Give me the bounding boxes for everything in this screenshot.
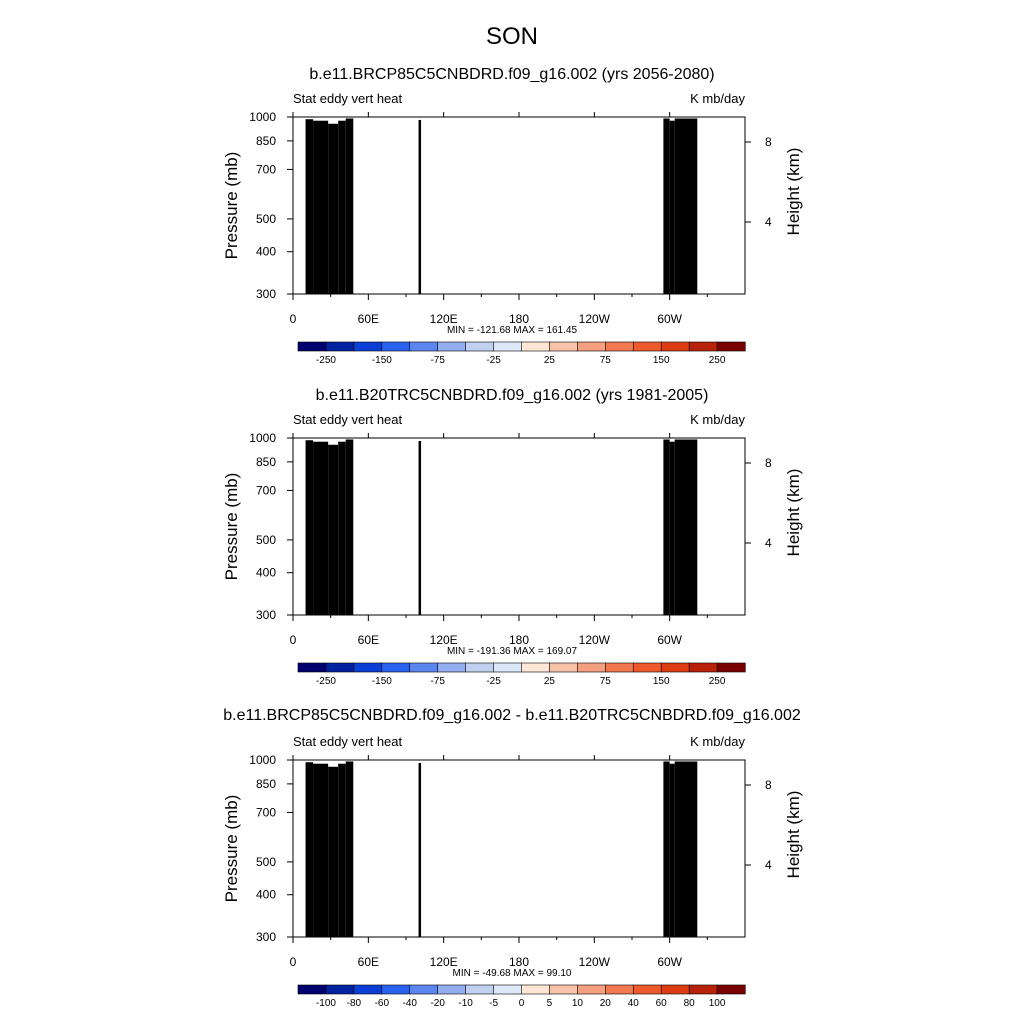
topography-block (675, 118, 698, 294)
colorbar-swatch (577, 342, 605, 351)
y-tick-label: 400 (256, 245, 276, 259)
colorbar-swatch (661, 342, 689, 351)
topography-block (419, 120, 422, 294)
chart-panel-1: b.e11.BRCP85C5CNBDRD.f09_g16.002 (yrs 20… (222, 66, 803, 366)
colorbar-label: -150 (372, 355, 392, 366)
y-right-tick-label: 8 (765, 135, 772, 149)
topography-block (346, 118, 354, 294)
y-axis-label: Pressure (mb) (222, 152, 241, 260)
right-label: K mb/day (690, 91, 745, 106)
x-tick-label: 120W (579, 312, 611, 326)
colorbar-swatch (466, 342, 494, 351)
topography-block (306, 119, 314, 294)
y-axis-right-label: Height (km) (784, 148, 803, 236)
colorbar-swatch (410, 342, 438, 351)
page-title: SON (486, 23, 538, 50)
colorbar-swatch (382, 342, 410, 351)
x-tick-label: 120E (430, 312, 458, 326)
right-label: K mb/day (690, 412, 745, 427)
left-label: Stat eddy vert heat (293, 91, 403, 106)
colorbar-swatch (494, 342, 522, 351)
colorbar-swatch (605, 342, 633, 351)
chart-panel-2: b.e11.B20TRC5CNBDRD.f09_g16.002 (yrs 198… (222, 387, 803, 687)
colorbar-label: 25 (544, 355, 556, 366)
colorbar-swatch (326, 342, 354, 351)
x-tick-label: 60W (657, 312, 682, 326)
topography-block (663, 118, 669, 294)
y-tick-label: 700 (256, 162, 276, 176)
topography-block (328, 124, 338, 294)
colorbar-swatch (633, 342, 661, 351)
colorbar-swatch (549, 342, 577, 351)
panel-title: b.e11.B20TRC5CNBDRD.f09_g16.002 (yrs 198… (316, 387, 709, 404)
colorbar-label: 250 (709, 355, 726, 366)
y-tick-label: 850 (256, 134, 276, 148)
colorbar-swatch (298, 342, 326, 351)
y-tick-label: 1000 (249, 110, 276, 124)
colorbar-swatch (522, 342, 550, 351)
y-tick-label: 300 (256, 287, 276, 301)
stats-text: MIN = -121.68 MAX = 161.45 (447, 325, 578, 336)
topography-block (670, 121, 675, 294)
colorbar-label: -250 (316, 355, 336, 366)
colorbar-swatch (689, 342, 717, 351)
colorbar-swatch (354, 342, 382, 351)
colorbar-label: 150 (653, 355, 670, 366)
x-tick-label: 180 (509, 312, 529, 326)
colorbar-swatch (717, 342, 745, 351)
topography-block (338, 121, 346, 294)
x-tick-label: 0 (290, 312, 297, 326)
left-label: Stat eddy vert heat (293, 412, 403, 427)
colorbar-label: -25 (486, 355, 501, 366)
y-right-tick-label: 4 (765, 215, 772, 229)
topography-block (313, 121, 328, 294)
colorbar-label: 75 (600, 355, 612, 366)
colorbar-label: -75 (430, 355, 445, 366)
y-tick-label: 500 (256, 212, 276, 226)
x-tick-label: 60E (358, 312, 379, 326)
panel-title: b.e11.BRCP85C5CNBDRD.f09_g16.002 (yrs 20… (309, 66, 714, 83)
colorbar-swatch (438, 342, 466, 351)
